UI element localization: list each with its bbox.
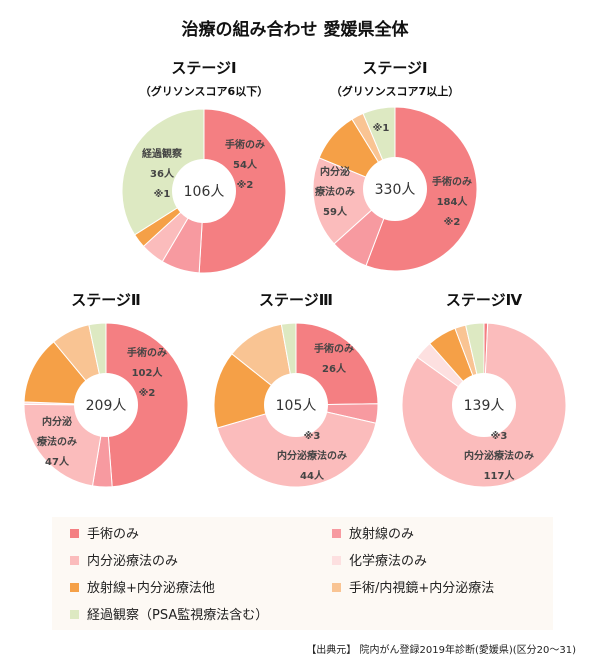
pie-hole bbox=[74, 373, 138, 437]
legend-swatch bbox=[70, 556, 79, 565]
legend-label: 放射線+内分泌療法他 bbox=[87, 581, 215, 596]
pie-slice-1 bbox=[105, 322, 189, 488]
source-note: 【出典元】 院内がん登録2019年診断(愛媛県)(区分20～31) bbox=[306, 645, 576, 656]
data-label: 内分泌療法のみ 59人 bbox=[315, 165, 355, 218]
data-label: 内分泌療法のみ 47人 bbox=[37, 415, 77, 468]
pie-chart-2: ステージⅠ （グリソンスコア7以上） 330人 手術のみ 184人※2 内分泌療法のみ 59… bbox=[312, 59, 478, 272]
legend: 手術のみ 放射線のみ内分泌療法のみ 化学療法のみ放射線+内分泌療法他 手術/内視鏡+内… bbox=[52, 517, 553, 630]
legend-label: 放射線のみ bbox=[349, 527, 415, 542]
data-label: 手術のみ 102人※2 bbox=[127, 346, 167, 399]
pie-total: 209人 bbox=[86, 398, 127, 414]
pie-hole bbox=[172, 159, 236, 223]
pie-chart-5: ステージⅣ 139人 ※3 内分泌療法のみ 117人 bbox=[401, 291, 567, 488]
legend-swatch bbox=[70, 583, 79, 592]
pie-hole bbox=[264, 373, 328, 437]
pie-subtitle: （グリソンスコア7以上） bbox=[331, 84, 459, 98]
legend-item: 手術/内視鏡+内分泌療法 bbox=[332, 577, 494, 596]
pie-total: 105人 bbox=[276, 398, 317, 414]
pie-hole bbox=[452, 373, 516, 437]
legend-item: 化学療法のみ bbox=[332, 550, 427, 569]
legend-swatch bbox=[332, 556, 341, 565]
legend-label: 内分泌療法のみ bbox=[87, 554, 179, 569]
legend-label: 手術/内視鏡+内分泌療法 bbox=[349, 581, 495, 596]
data-label: 手術のみ 26人 bbox=[314, 342, 354, 375]
legend-label: 手術のみ bbox=[87, 527, 140, 542]
data-label: 手術のみ 184人※2 bbox=[432, 175, 472, 228]
pie-slice-3 bbox=[312, 157, 396, 245]
data-label: ※3 内分泌療法のみ 117人 bbox=[464, 430, 534, 482]
data-label: 経過観察 36人※1 bbox=[142, 147, 183, 200]
pie-title: ステージⅠ bbox=[362, 59, 427, 77]
legend-item: 放射線のみ bbox=[332, 523, 414, 542]
pie-hole bbox=[363, 157, 427, 221]
legend-label: 経過観察（PSA監視療法含む） bbox=[87, 608, 269, 623]
legend-item: 経過観察（PSA監視療法含む） bbox=[70, 604, 268, 623]
pie-title: ステージⅡ bbox=[71, 291, 141, 309]
legend-item: 放射線+内分泌療法他 bbox=[70, 577, 215, 596]
legend-swatch bbox=[332, 583, 341, 592]
data-label: 手術のみ 54人※2 bbox=[225, 138, 265, 191]
pie-slice-1 bbox=[198, 108, 287, 274]
pie-subtitle: （グリソンスコア6以下） bbox=[140, 84, 268, 98]
pie-chart-4: ステージⅢ 105人 手術のみ 26人 ※3 内分泌療法のみ 44人 bbox=[213, 291, 379, 488]
pie-title: ステージⅢ bbox=[259, 291, 333, 309]
pie-title: ステージⅣ bbox=[446, 291, 523, 309]
pie-total: 139人 bbox=[464, 398, 505, 414]
pie-total: 106人 bbox=[184, 184, 225, 200]
legend-swatch bbox=[70, 610, 79, 619]
legend-item: 内分泌療法のみ bbox=[70, 550, 178, 569]
legend-swatch bbox=[332, 529, 341, 538]
pie-total: 330人 bbox=[375, 182, 416, 198]
data-label: ※1 bbox=[373, 122, 390, 134]
legend-swatch bbox=[70, 529, 79, 538]
legend-label: 化学療法のみ bbox=[349, 554, 428, 569]
data-label: ※3 内分泌療法のみ 44人 bbox=[277, 430, 347, 482]
pie-slice-3 bbox=[216, 404, 377, 488]
legend-item: 手術のみ bbox=[70, 523, 139, 542]
chart-title: 治療の組み合わせ 愛媛県全体 bbox=[181, 20, 409, 40]
pie-title: ステージⅠ bbox=[171, 59, 236, 77]
